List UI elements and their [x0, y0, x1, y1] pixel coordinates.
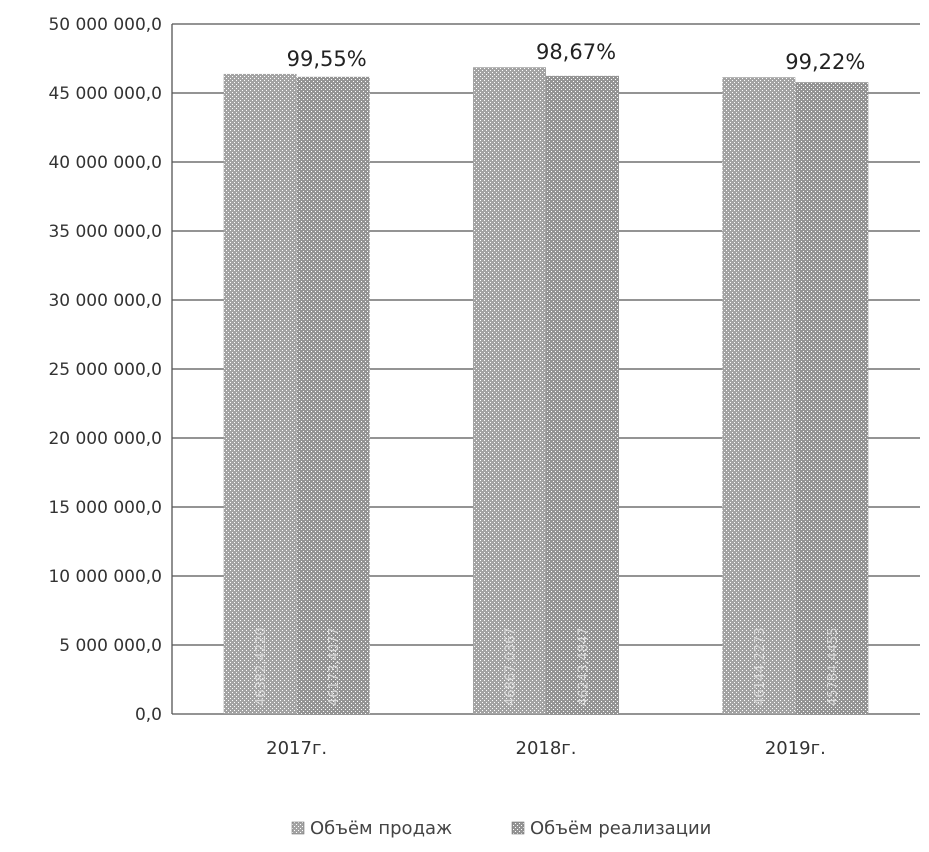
x-tick-label: 2019г. [765, 738, 826, 759]
bar-realization [795, 82, 869, 715]
bar-realization [546, 75, 619, 714]
legend-swatch [291, 821, 305, 835]
labels: 46382,4220 46173,4077 99,55% 2017г. 46867,03… [254, 40, 865, 759]
legend-label: Объём реализации [530, 818, 711, 839]
y-tick-label: 40 000 000,0 [48, 153, 162, 173]
bar-value-label: 46144,2273 [753, 627, 768, 706]
y-tick-label: 45 000 000,0 [48, 84, 162, 104]
bar-value-label: 46243,4847 [577, 627, 592, 706]
bar-value-label: 46173,4077 [327, 627, 342, 706]
y-tick-label: 30 000 000,0 [48, 291, 162, 311]
percent-label: 98,67% [536, 40, 616, 64]
bar-realization [296, 76, 370, 714]
y-tick-label: 25 000 000,0 [48, 360, 162, 380]
bar-value-label: 46382,4220 [254, 627, 269, 706]
y-tick-label: 15 000 000,0 [48, 498, 162, 518]
bar-sales [473, 67, 546, 714]
y-tick-label: 10 000 000,0 [48, 567, 162, 587]
bar-sales [722, 77, 796, 715]
legend-label: Объём продаж [310, 818, 452, 839]
x-tick-label: 2018г. [516, 738, 577, 759]
legend: Объём продаж Объём реализации [291, 818, 711, 839]
y-tick-label: 0,0 [135, 705, 162, 725]
x-tick-label: 2017г. [266, 738, 327, 759]
bars [223, 67, 869, 715]
y-tick-label: 5 000 000,0 [59, 636, 162, 656]
bar-sales [223, 73, 297, 714]
legend-swatch [511, 821, 525, 835]
bar-value-label: 46867,0367 [504, 627, 519, 706]
percent-label: 99,22% [785, 50, 865, 74]
y-tick-label: 35 000 000,0 [48, 222, 162, 242]
bar-value-label: 45784,4455 [826, 627, 841, 706]
axes: 0,0 5 000 000,0 10 000 000,0 15 000 000,0 20… [48, 15, 920, 725]
y-tick-label: 20 000 000,0 [48, 429, 162, 449]
y-tick-label: 50 000 000,0 [48, 15, 162, 35]
percent-label: 99,55% [287, 47, 367, 71]
